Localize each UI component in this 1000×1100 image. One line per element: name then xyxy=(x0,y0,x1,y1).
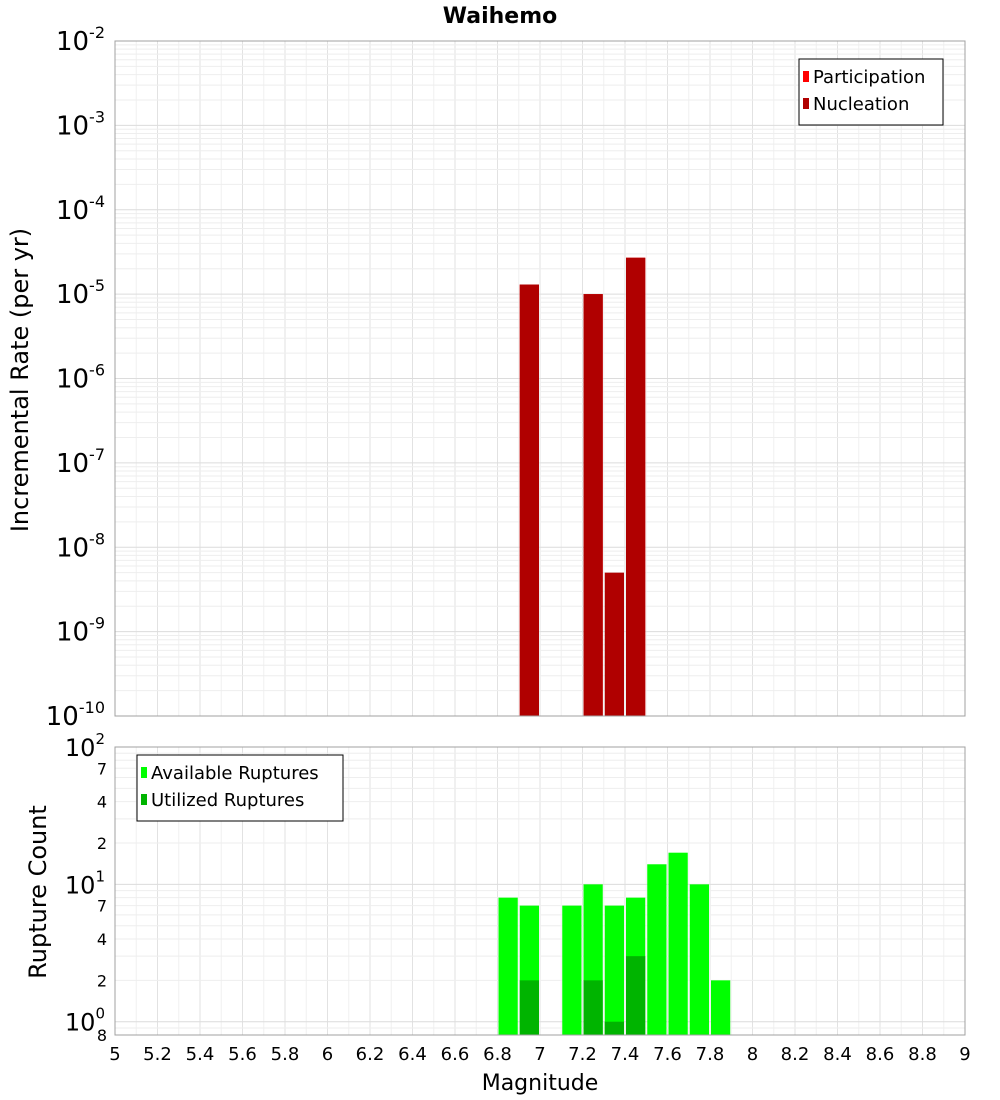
x-tick-label: 6 xyxy=(322,1044,333,1065)
bottom-y-tick-label: 4 xyxy=(97,930,107,949)
x-tick-label: 7 xyxy=(534,1044,545,1065)
bottom-bar-s1 xyxy=(604,905,624,1035)
bottom-y-tick-label: 2 xyxy=(97,971,107,990)
x-tick-label: 8.6 xyxy=(866,1044,895,1065)
x-tick-label: 9 xyxy=(959,1044,970,1065)
bottom-bar-s2 xyxy=(583,980,603,1035)
x-tick-label: 5.2 xyxy=(143,1044,172,1065)
top-legend-swatch xyxy=(803,98,809,109)
top-bar-s2 xyxy=(519,284,539,716)
bottom-bar-s1 xyxy=(647,864,667,1035)
top-y-tick-label: 10-8 xyxy=(56,529,105,563)
x-tick-label: 7.4 xyxy=(611,1044,640,1065)
top-plot-area: 10-2 10-3 10-4 10-5 10-6 10-7 10-8 10-9 10-10 Par… xyxy=(46,23,966,732)
x-tick-label: 8 xyxy=(747,1044,758,1065)
top-bar-s2 xyxy=(626,257,646,716)
x-tick-label: 6.4 xyxy=(398,1044,427,1065)
bottom-legend-box xyxy=(136,754,344,822)
top-y-tick-label: 10-3 xyxy=(56,107,105,141)
x-tick-label: 6.2 xyxy=(356,1044,385,1065)
bottom-bar-s1 xyxy=(689,884,709,1035)
x-axis-label: Magnitude xyxy=(482,1071,599,1096)
top-bar-s2 xyxy=(583,294,603,716)
top-legend-label: Nucleation xyxy=(813,94,909,115)
x-tick-label: 5.8 xyxy=(271,1044,300,1065)
x-tick-label: 5.6 xyxy=(228,1044,257,1065)
x-tick-label: 8.2 xyxy=(781,1044,810,1065)
top-y-tick-label: 10-9 xyxy=(56,614,105,648)
bottom-y-tick-label: 7 xyxy=(97,759,107,778)
bottom-bar-s2 xyxy=(519,980,539,1035)
bottom-y-axis-label: Rupture Count xyxy=(24,805,52,979)
bottom-bar-s1 xyxy=(562,905,582,1035)
bottom-legend-label: Utilized Ruptures xyxy=(151,790,304,811)
bottom-bar-s1 xyxy=(668,852,688,1035)
bottom-y-tick-label: 4 xyxy=(97,793,107,812)
bottom-y-tick-label: 102 xyxy=(65,730,105,762)
x-tick-label: 7.2 xyxy=(568,1044,597,1065)
bottom-bar-s2 xyxy=(626,956,646,1035)
x-tick-label: 5.4 xyxy=(186,1044,215,1065)
bottom-y-tick-label: 2 xyxy=(97,834,107,853)
bottom-plot-frame xyxy=(114,746,966,1036)
top-legend-box xyxy=(798,58,944,126)
x-tick-label: 7.6 xyxy=(653,1044,682,1065)
top-bar-s2 xyxy=(604,572,624,716)
top-y-tick-label: 10-2 xyxy=(56,23,105,57)
top-legend-swatch xyxy=(803,71,809,82)
x-tick-label: 5 xyxy=(109,1044,120,1065)
top-legend-label: Participation xyxy=(813,67,925,88)
chart-title: Waihemo xyxy=(443,4,558,29)
top-y-tick-label: 10-4 xyxy=(56,192,105,226)
bottom-bar-s2 xyxy=(604,1021,624,1035)
x-tick-label: 6.6 xyxy=(441,1044,470,1065)
top-y-tick-label: 10-10 xyxy=(46,698,105,732)
bottom-legend-swatch xyxy=(141,794,147,805)
x-tick-label: 7.8 xyxy=(696,1044,725,1065)
top-y-tick-label: 10-5 xyxy=(56,276,105,310)
top-y-tick-label: 10-6 xyxy=(56,361,105,395)
x-tick-label: 6.8 xyxy=(483,1044,512,1065)
bottom-y-tick-label: 101 xyxy=(65,867,105,899)
top-y-axis-label: Incremental Rate (per yr) xyxy=(6,228,34,532)
bottom-legend-label: Available Ruptures xyxy=(151,763,319,784)
x-tick-label: 8.4 xyxy=(823,1044,852,1065)
bottom-y-tick-label: 7 xyxy=(97,897,107,916)
bottom-bar-s1 xyxy=(711,980,731,1035)
bottom-y-tick-label: 8 xyxy=(97,1026,107,1045)
top-plot-frame xyxy=(114,40,966,717)
bottom-y-tick-label: 100 xyxy=(65,1005,105,1037)
x-tick-label: 8.8 xyxy=(908,1044,937,1065)
bottom-legend-swatch xyxy=(141,767,147,778)
top-y-tick-label: 10-7 xyxy=(56,445,105,479)
bottom-bar-s1 xyxy=(498,897,518,1035)
